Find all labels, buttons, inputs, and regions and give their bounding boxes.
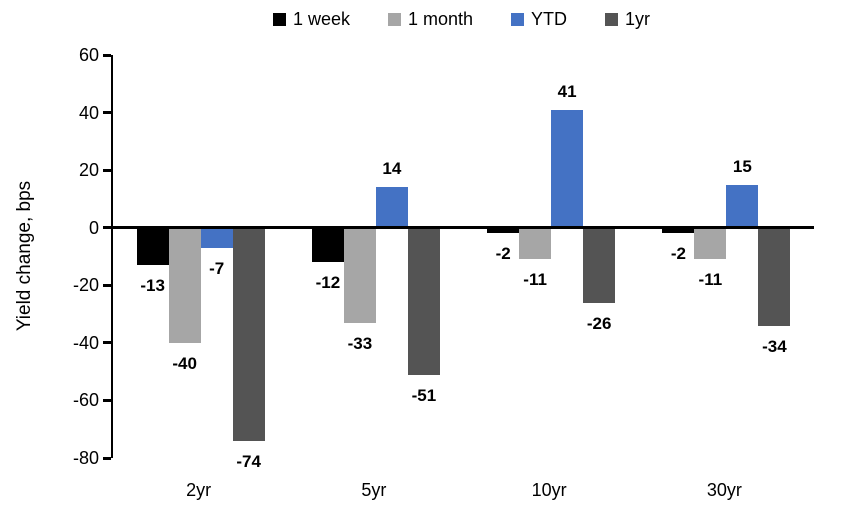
legend-label: 1 week [292, 9, 350, 29]
bar-value-label: -40 [172, 353, 197, 373]
legend-item-1-week: 1 week [272, 9, 350, 29]
y-tick-label: -60 [72, 390, 99, 411]
bar-5yr-1yr [407, 227, 440, 375]
bar-value-label: -2 [670, 244, 686, 264]
bar-value-label: -2 [495, 244, 511, 264]
y-tick-mark [103, 53, 111, 57]
legend-label: 1 month [407, 9, 474, 29]
y-tick-mark [103, 283, 111, 287]
y-tick-label: 40 [78, 102, 99, 123]
bar-5yr-ytd [375, 187, 408, 228]
y-tick-label: 0 [88, 217, 99, 238]
bar-10yr-1-month [519, 227, 552, 260]
bar-30yr-ytd [726, 184, 759, 228]
bar-10yr-ytd [551, 109, 584, 228]
y-tick-mark [103, 398, 111, 402]
plot-area: -13 -40 -7 -74 -12 -33 14 -51 -2 -11 41 -26 -2 -11 15 -… [111, 55, 814, 470]
bar-10yr-1yr [583, 227, 616, 303]
bar-2yr-1-month [168, 227, 201, 343]
x-axis-zero-line [111, 226, 814, 230]
x-category-label-30yr: 30yr [706, 480, 742, 500]
y-tick-label: 20 [78, 160, 99, 181]
bar-30yr-1yr [758, 227, 791, 326]
y-tick-mark [103, 341, 111, 345]
bar-2yr-1yr [232, 227, 265, 441]
bar-value-label: -12 [315, 273, 341, 293]
bar-value-label: -33 [347, 333, 373, 353]
legend-swatch-icon [605, 12, 619, 26]
bar-value-label: -13 [140, 276, 165, 296]
bar-5yr-1-week [311, 227, 344, 263]
bar-30yr-1-week [662, 227, 695, 234]
bar-value-label: -11 [698, 270, 723, 290]
y-tick-mark [103, 111, 111, 115]
legend-swatch-icon [511, 12, 525, 26]
bar-value-label: -51 [411, 385, 437, 405]
bar-value-label: -74 [236, 451, 261, 471]
bar-2yr-1-week [136, 227, 169, 266]
y-tick-mark [103, 456, 111, 460]
y-tick-label: -20 [72, 275, 99, 296]
y-tick-label: -80 [72, 448, 99, 468]
bar-value-label: 14 [382, 159, 402, 179]
x-category-label-10yr: 10yr [531, 480, 567, 500]
bar-10yr-1-week [487, 227, 520, 234]
bar-2yr-ytd [200, 227, 233, 248]
legend-swatch-icon [387, 12, 401, 26]
bar-5yr-1-month [343, 227, 376, 323]
y-tick-mark [103, 168, 111, 172]
bar-value-label: 15 [732, 156, 752, 176]
y-axis-title-text: Yield change, bps [14, 180, 35, 332]
bar-value-label: -26 [586, 313, 612, 333]
x-category-label-5yr: 5yr [361, 480, 387, 500]
bar-value-label: -34 [762, 336, 787, 356]
bar-value-label: 41 [557, 81, 577, 101]
bar-value-label: -7 [209, 258, 225, 278]
bar-30yr-1-month [694, 227, 727, 260]
legend-item-ytd: YTD [511, 10, 567, 28]
y-tick-label: -40 [72, 332, 99, 353]
legend-item-1-month: 1 month [387, 9, 474, 29]
bar-value-label: -11 [523, 270, 547, 290]
chart-legend: 1 week 1 month YTD 1yr [111, 6, 812, 32]
legend-label: YTD [531, 9, 568, 29]
x-category-label-2yr: 2yr [186, 480, 212, 500]
legend-item-1yr: 1yr [605, 10, 650, 28]
y-tick-mark [103, 226, 111, 230]
legend-swatch-icon [272, 12, 286, 26]
legend-label: 1yr [625, 9, 651, 29]
y-tick-label: 60 [78, 45, 99, 65]
